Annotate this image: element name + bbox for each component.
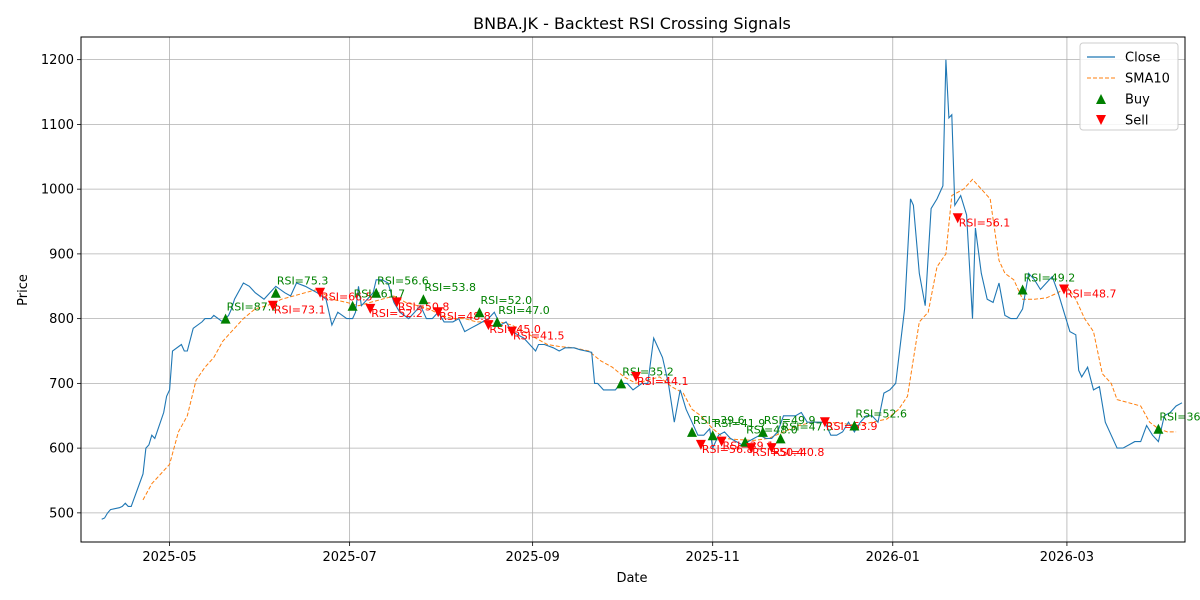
legend-label: SMA10 — [1125, 72, 1170, 87]
x-tick-label: 2025-05 — [142, 550, 196, 565]
buy-signal-label: RSI=87.2 — [227, 301, 279, 314]
buy-marker — [220, 313, 231, 324]
buy-marker — [687, 426, 697, 437]
close-line — [101, 59, 1183, 520]
buy-signal-label: RSI=52.6 — [855, 407, 907, 420]
sell-signal-label: RSI=56.1 — [959, 216, 1011, 229]
buy-marker — [707, 430, 718, 441]
sell-marker — [365, 303, 376, 314]
sell-marker — [819, 417, 830, 428]
buy-marker — [849, 420, 860, 431]
sma10-series — [142, 178, 1177, 501]
legend-swatch-buy — [1096, 94, 1106, 104]
sell-marker — [315, 287, 326, 298]
sell-signal-label: RSI=40.8 — [773, 446, 825, 459]
buy-marker — [270, 287, 281, 298]
y-tick-label: 800 — [49, 312, 74, 327]
buy-marker — [1017, 284, 1028, 295]
legend-swatch-sell — [1096, 115, 1106, 125]
buy-signal-label: RSI=75.3 — [277, 275, 329, 288]
signals: RSI=87.2RSI=73.1RSI=75.3RSI=66.5RSI=61.7… — [220, 213, 1200, 459]
buy-marker — [492, 316, 503, 327]
x-tick-label: 2025-11 — [686, 550, 740, 565]
sell-signal-label: RSI=66.5 — [321, 291, 373, 304]
sell-marker — [433, 307, 444, 318]
plot-frame — [80, 36, 1186, 543]
y-tick-label: 1100 — [41, 118, 74, 133]
sell-signal-label: RSI=41.5 — [513, 330, 565, 343]
sell-signal-label: RSI=50.4 — [752, 446, 804, 459]
legend-label: Sell — [1125, 114, 1148, 129]
buy-signal-label: RSI=36.2 — [1159, 411, 1200, 424]
x-tick-label: 2025-07 — [322, 550, 376, 565]
buy-signal-label: RSI=49.9 — [764, 414, 816, 427]
sma10-line — [142, 178, 1177, 501]
buy-signal-label: RSI=48.0 — [746, 424, 798, 437]
buy-marker — [1153, 423, 1164, 434]
y-tick-label: 900 — [49, 247, 74, 262]
y-tick-label: 1200 — [41, 53, 74, 68]
close-series — [101, 59, 1183, 520]
y-axis: 500 600 700 800 900 1000 1100 1200 — [41, 53, 81, 521]
chart-title: BNBA.JK - Backtest RSI Crossing Signals — [473, 14, 791, 33]
legend-label: Close — [1125, 51, 1160, 66]
y-tick-label: 500 — [49, 506, 74, 521]
x-tick-label: 2026-01 — [866, 550, 920, 565]
buy-signal-label: RSI=41.9 — [714, 417, 766, 430]
buy-marker — [347, 300, 358, 311]
sell-signal-label: RSI=48.7 — [1065, 288, 1117, 301]
sell-marker — [766, 443, 777, 454]
buy-marker — [616, 378, 627, 389]
buy-signal-label: RSI=52.0 — [481, 294, 533, 307]
legend: Close SMA10 Buy Sell — [1079, 42, 1179, 131]
sell-signal-label: RSI=73.1 — [274, 304, 326, 317]
y-axis-label: Price — [16, 274, 31, 306]
sell-marker — [631, 371, 641, 382]
y-tick-label: 1000 — [41, 183, 74, 198]
buy-signal-label: RSI=49.2 — [1024, 272, 1076, 285]
buy-marker — [757, 426, 768, 437]
x-tick-label: 2026-03 — [1040, 550, 1094, 565]
buy-signal-label: RSI=53.8 — [424, 281, 476, 294]
legend-label: Buy — [1125, 93, 1150, 108]
buy-marker — [371, 287, 382, 298]
buy-signal-label: RSI=47.3 — [782, 420, 834, 433]
legend-box — [1079, 42, 1179, 131]
grid — [81, 37, 1185, 542]
buy-marker — [474, 307, 485, 318]
sell-marker — [391, 297, 402, 308]
buy-marker — [775, 433, 786, 444]
x-axis: 2025-05 2025-07 2025-09 2025-11 2026-01 2026-… — [142, 542, 1094, 565]
sell-signal-label: RSI=44.1 — [637, 375, 689, 388]
buy-marker — [418, 294, 429, 305]
buy-signal-label: RSI=39.6 — [693, 414, 745, 427]
x-tick-label: 2025-09 — [505, 550, 559, 565]
sell-marker — [746, 443, 757, 454]
sell-marker — [716, 436, 727, 447]
sell-marker — [695, 439, 706, 450]
sell-marker — [952, 213, 963, 224]
buy-signal-label: RSI=56.6 — [377, 275, 429, 288]
sell-signal-label: RSI=52.2 — [371, 307, 423, 320]
y-tick-label: 700 — [49, 377, 74, 392]
buy-signal-label: RSI=47.0 — [498, 304, 550, 317]
sell-marker — [483, 320, 494, 331]
sell-marker — [267, 300, 278, 311]
sell-marker — [507, 326, 517, 337]
x-axis-label: Date — [616, 571, 647, 586]
sell-marker — [1059, 284, 1069, 295]
y-tick-label: 600 — [49, 442, 74, 457]
